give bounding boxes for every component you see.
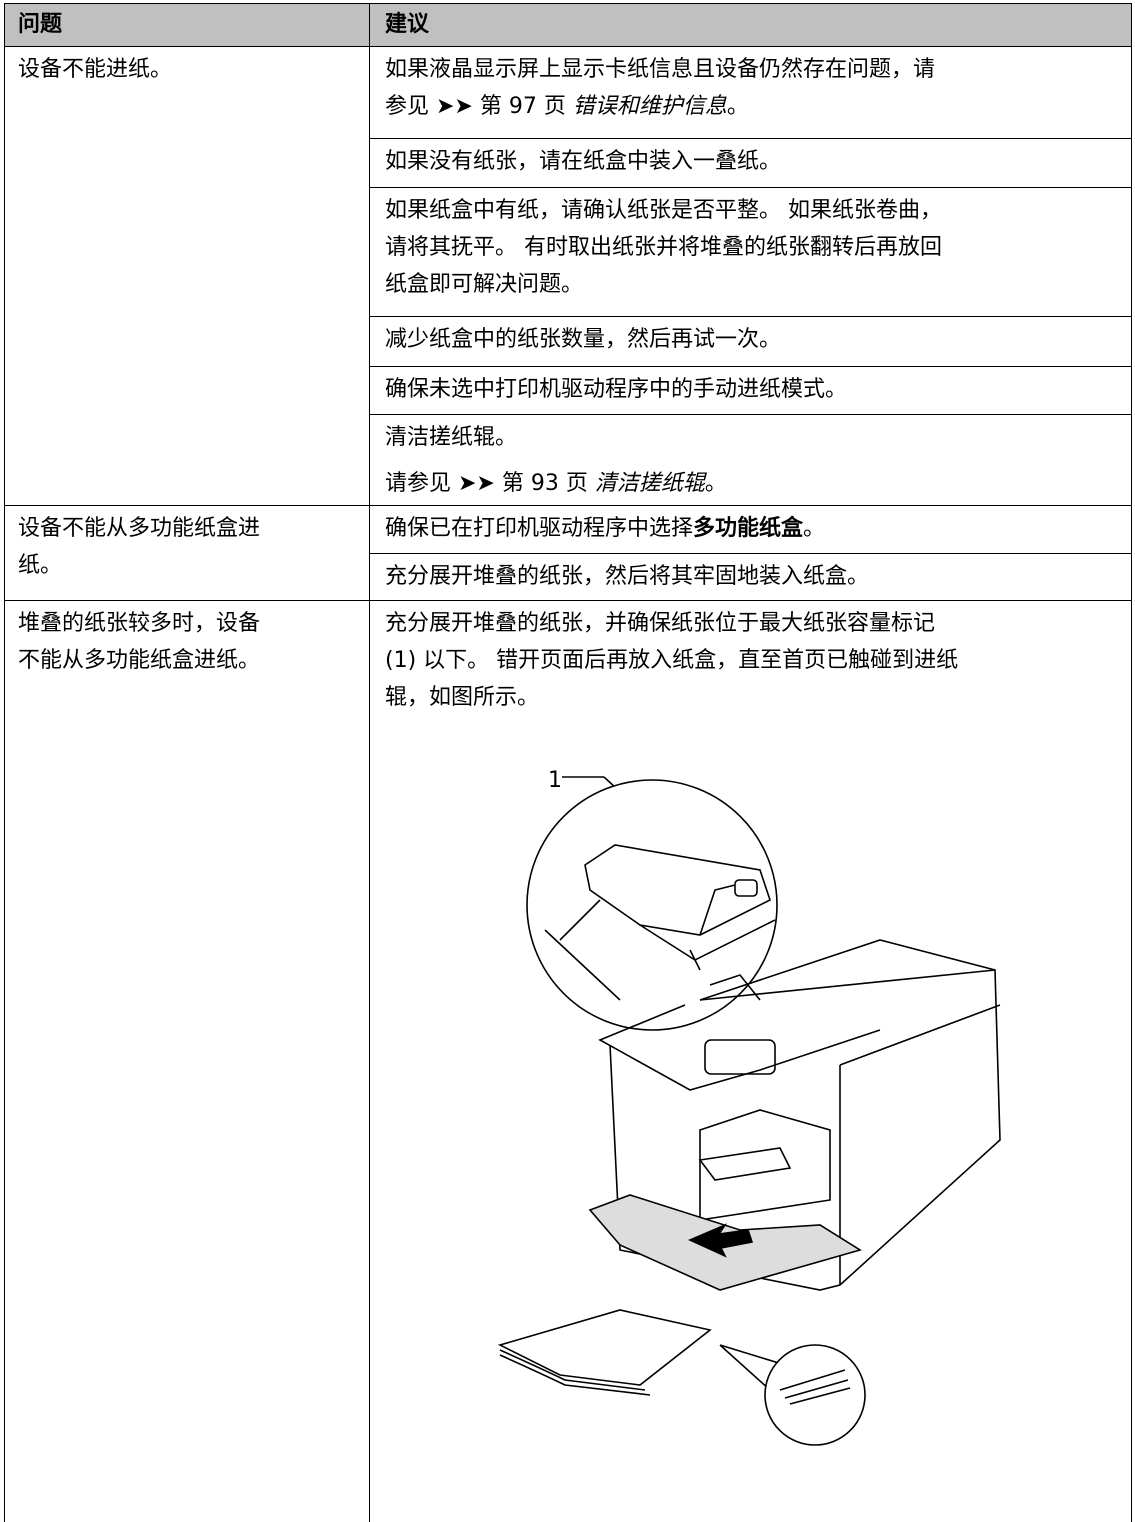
text-run: 减少纸盒中的纸张数量，然后再试一次。 — [385, 327, 782, 352]
text-run: 请参见 ➤➤ 第 93 页 — [385, 471, 595, 496]
rule — [369, 3, 370, 1522]
header-cell: 建议 — [385, 12, 430, 37]
text-run: 参见 ➤➤ 第 97 页 — [385, 94, 573, 119]
suggestion-line: 如果没有纸张，请在纸盒中装入一叠纸。 — [385, 143, 781, 180]
text-run: 。 — [704, 471, 727, 496]
suggestion-line: 如果纸盒中有纸，请确认纸张是否平整。 如果纸张卷曲， — [385, 192, 942, 229]
figure-callout: 1 — [548, 768, 562, 793]
text-run: 清洁搓纸辊。 — [385, 425, 518, 450]
rule — [4, 3, 5, 1522]
text-run: 纸盒即可解决问题。 — [385, 272, 584, 297]
suggestion-line: 充分展开堆叠的纸张，然后将其牢固地装入纸盒。 — [385, 558, 869, 595]
suggestion-line: 确保未选中打印机驱动程序中的手动进纸模式。 — [385, 371, 847, 408]
suggestion-line: 纸盒即可解决问题。 — [385, 266, 583, 303]
suggestion-line: 请将其抚平。 有时取出纸张并将堆叠的纸张翻转后再放回 — [385, 229, 942, 266]
text-run: 充分展开堆叠的纸张，并确保纸张位于最大纸张容量标记 — [385, 611, 936, 636]
suggestion-line: 参见 ➤➤ 第 97 页 错误和维护信息。 — [385, 88, 749, 125]
text-run: 。 — [726, 94, 749, 119]
header-row — [4, 3, 1131, 46]
suggestion-line: 减少纸盒中的纸张数量，然后再试一次。 — [385, 321, 781, 358]
rule — [369, 414, 1131, 415]
text-run: 确保未选中打印机驱动程序中的手动进纸模式。 — [385, 377, 848, 402]
rule — [369, 187, 1131, 188]
text-run: 确保已在打印机驱动程序中选择 — [385, 516, 694, 541]
problem-text: 堆叠的纸张较多时，设备 — [18, 611, 261, 636]
problem-text: 设备不能从多功能纸盒进 — [18, 516, 261, 541]
header-cell: 问题 — [18, 12, 63, 37]
rule — [369, 138, 1131, 139]
text-run: 请将其抚平。 有时取出纸张并将堆叠的纸张翻转后再放回 — [385, 235, 942, 260]
text-run: (1) 以下。 错开页面后再放入纸盒，直至首页已触碰到进纸 — [385, 648, 959, 673]
text-run: 如果纸盒中有纸，请确认纸张是否平整。 如果纸张卷曲， — [385, 198, 942, 223]
suggestion-line: (1) 以下。 错开页面后再放入纸盒，直至首页已触碰到进纸 — [385, 642, 958, 679]
text-run: 如果液晶显示屏上显示卡纸信息且设备仍然存在问题，请 — [385, 57, 936, 82]
text-run: 清洁搓纸辊 — [594, 471, 705, 496]
rule — [4, 46, 1131, 47]
rule — [369, 366, 1131, 367]
suggestion-line: 确保已在打印机驱动程序中选择多功能纸盒。 — [385, 510, 825, 547]
problem-text: 设备不能进纸。 — [18, 57, 173, 82]
text-run: 。 — [803, 516, 826, 541]
text-run: 如果没有纸张，请在纸盒中装入一叠纸。 — [385, 149, 782, 174]
problem-text: 纸。 — [18, 553, 63, 578]
text-run: 辊，如图所示。 — [385, 685, 540, 710]
rule — [1131, 3, 1132, 1522]
suggestion-line: 充分展开堆叠的纸张，并确保纸张位于最大纸张容量标记 — [385, 605, 935, 642]
suggestion-line: 如果液晶显示屏上显示卡纸信息且设备仍然存在问题，请 — [385, 51, 935, 88]
problem-text: 不能从多功能纸盒进纸。 — [18, 648, 261, 673]
suggestion-line: 请参见 ➤➤ 第 93 页 清洁搓纸辊。 — [385, 465, 727, 502]
suggestion-line: 清洁搓纸辊。 — [385, 419, 517, 456]
text-run: 错误和维护信息 — [572, 94, 727, 119]
text-run: 充分展开堆叠的纸张，然后将其牢固地装入纸盒。 — [385, 564, 870, 589]
text-run: 多功能纸盒 — [693, 516, 804, 541]
rule — [4, 600, 1131, 601]
rule — [369, 316, 1131, 317]
rule — [4, 505, 1131, 506]
rule — [4, 3, 1131, 4]
suggestion-line: 辊，如图所示。 — [385, 679, 539, 716]
rule — [369, 553, 1131, 554]
